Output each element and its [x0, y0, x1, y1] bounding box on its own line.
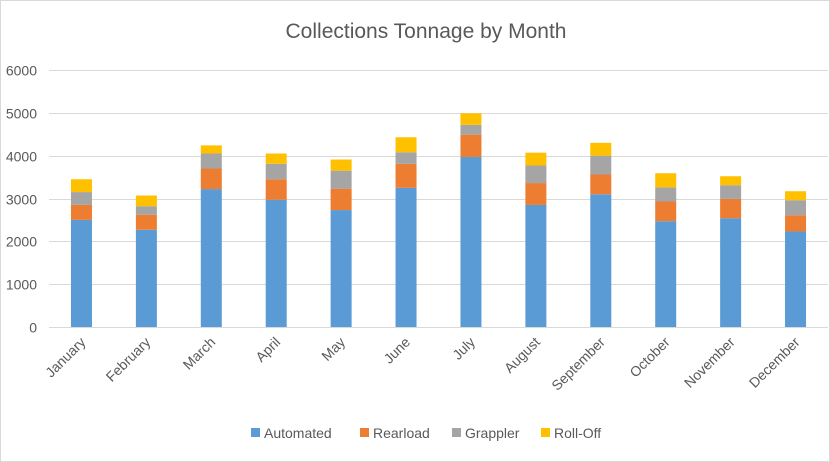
bar-grappler-june — [395, 152, 417, 164]
bar-roll-off-september — [590, 142, 612, 156]
y-tick-label: 4000 — [6, 149, 37, 165]
y-tick-label: 3000 — [6, 192, 37, 208]
bar-roll-off-june — [395, 137, 417, 153]
legend-label: Rearload — [373, 425, 430, 441]
legend-swatch-grappler — [452, 428, 461, 437]
bar-roll-off-july — [460, 113, 482, 125]
bar-rearload-february — [135, 214, 157, 230]
bars — [70, 113, 807, 327]
bar-automated-february — [135, 229, 157, 327]
bar-automated-january — [70, 219, 92, 327]
bar-grappler-march — [200, 153, 222, 169]
bar-automated-april — [265, 199, 287, 327]
bar-grappler-january — [70, 192, 92, 205]
chart-title: Collections Tonnage by Month — [286, 20, 567, 43]
legend-swatch-roll-off — [541, 428, 550, 437]
bar-automated-august — [525, 204, 547, 327]
bar-roll-off-march — [200, 145, 222, 154]
legend: Automated Rearload Grappler Roll-Off — [251, 425, 601, 441]
y-tick-label: 0 — [29, 320, 37, 336]
y-tick-label: 6000 — [6, 63, 37, 79]
bar-rearload-january — [70, 204, 92, 220]
legend-swatch-automated — [251, 428, 260, 437]
bar-grappler-april — [265, 163, 287, 180]
bar-automated-september — [590, 194, 612, 327]
bar-grappler-september — [590, 155, 612, 175]
legend-label: Roll-Off — [554, 425, 601, 441]
bar-roll-off-november — [720, 176, 742, 186]
bar-roll-off-january — [70, 179, 92, 193]
legend-label: Automated — [264, 425, 332, 441]
bar-grappler-november — [720, 185, 742, 199]
bar-rearload-june — [395, 163, 417, 188]
bar-roll-off-april — [265, 153, 287, 164]
bar-rearload-march — [200, 168, 222, 190]
bar-automated-may — [330, 210, 352, 327]
legend-label: Grappler — [465, 425, 520, 441]
bar-automated-july — [460, 156, 482, 327]
bar-roll-off-october — [655, 173, 677, 188]
bar-rearload-july — [460, 134, 482, 157]
bar-grappler-may — [330, 170, 352, 189]
bar-grappler-october — [655, 187, 677, 202]
bar-roll-off-august — [525, 152, 547, 166]
bar-rearload-december — [785, 215, 807, 232]
y-tick-label: 2000 — [6, 234, 37, 250]
bar-grappler-february — [135, 206, 157, 215]
bar-rearload-august — [525, 183, 547, 205]
bar-automated-june — [395, 187, 417, 327]
bar-automated-october — [655, 221, 677, 327]
bar-automated-march — [200, 189, 222, 327]
y-tick-label: 5000 — [6, 106, 37, 122]
bar-roll-off-february — [135, 195, 157, 207]
bar-rearload-september — [590, 174, 612, 195]
bar-automated-november — [720, 218, 742, 327]
bar-rearload-november — [720, 198, 742, 219]
bar-rearload-april — [265, 179, 287, 200]
legend-swatch-rearload — [360, 428, 369, 437]
bar-automated-december — [785, 231, 807, 327]
y-axis-ticks: 0 1000 2000 3000 4000 5000 6000 — [6, 63, 37, 336]
bar-grappler-august — [525, 165, 547, 184]
bar-rearload-october — [655, 201, 677, 222]
bar-roll-off-may — [330, 159, 352, 171]
bar-grappler-december — [785, 200, 807, 216]
bar-grappler-july — [460, 124, 482, 135]
y-tick-label: 1000 — [6, 277, 37, 293]
bar-roll-off-december — [785, 191, 807, 201]
gridlines — [49, 70, 828, 328]
bar-rearload-may — [330, 188, 352, 211]
